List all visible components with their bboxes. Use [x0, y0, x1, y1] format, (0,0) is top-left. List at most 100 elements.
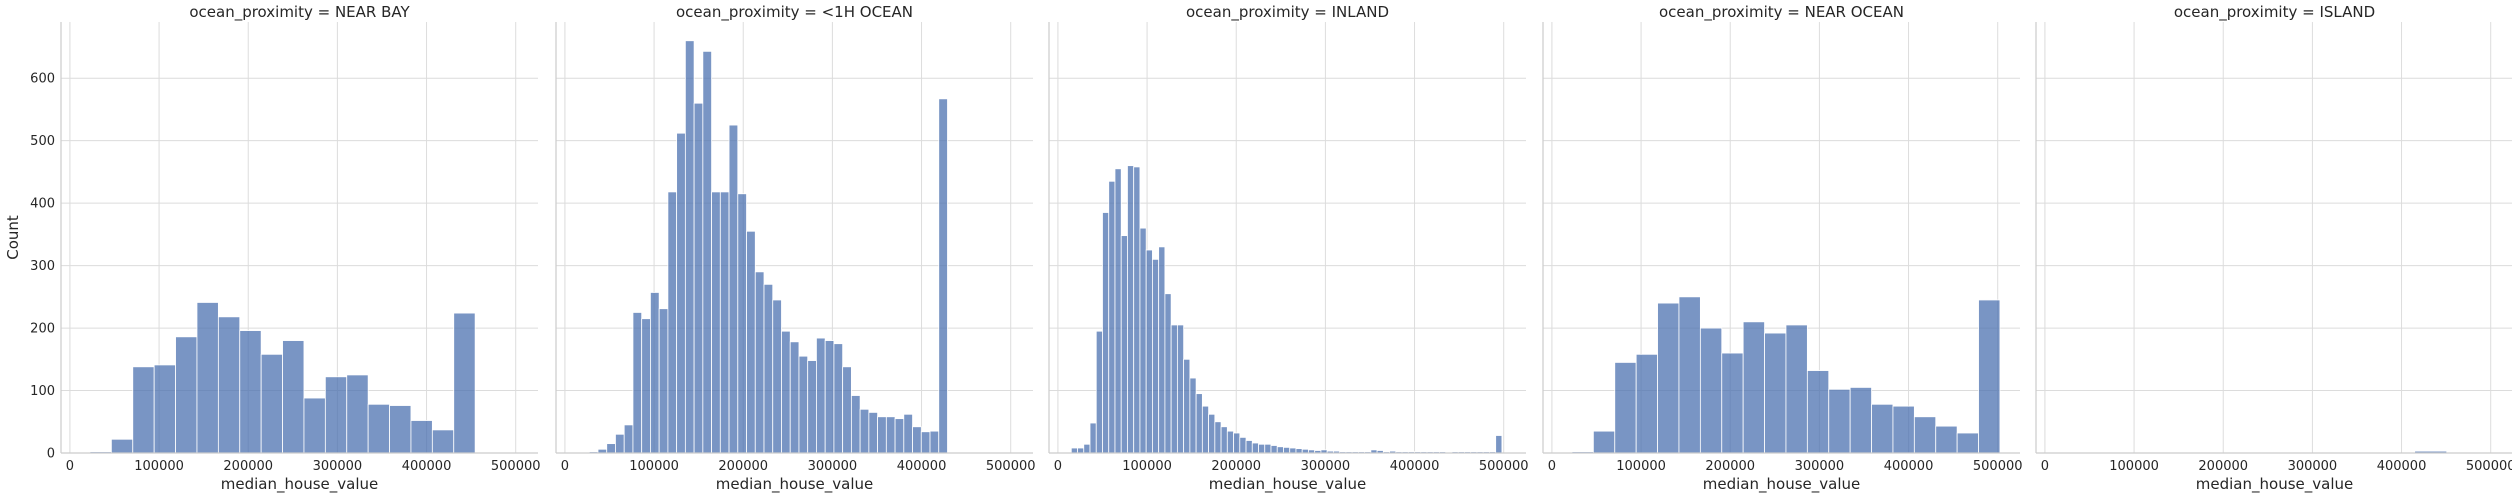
- histogram-bar: [842, 366, 852, 454]
- histogram-bar: [1614, 362, 1637, 454]
- histogram-bar: [728, 124, 739, 454]
- histogram-bar: [1139, 227, 1147, 454]
- histogram-bar: [1871, 403, 1894, 454]
- histogram-bar: [1195, 393, 1203, 454]
- histogram-bar: [754, 271, 765, 454]
- histogram-bar: [1183, 358, 1191, 454]
- x-tick-label: 400000: [897, 459, 947, 474]
- histogram-bar: [367, 403, 390, 454]
- histogram-bar: [1120, 235, 1128, 454]
- histogram-bar: [1699, 327, 1723, 454]
- x-tick-label: 400000: [402, 459, 452, 474]
- y-tick-label: 600: [30, 72, 55, 87]
- x-tick-label: 100000: [1616, 459, 1666, 474]
- histogram-bar: [1083, 443, 1091, 454]
- x-axis-label: median_house_value: [221, 475, 378, 494]
- x-tick-label: 300000: [2288, 459, 2338, 474]
- histogram-bar: [389, 405, 412, 454]
- histogram-bar: [1239, 436, 1247, 454]
- histogram-bar: [798, 355, 809, 454]
- histogram-bar: [1678, 296, 1701, 454]
- histogram-bar: [615, 433, 625, 454]
- histogram-bar: [1095, 330, 1103, 454]
- histogram-bar: [833, 343, 844, 454]
- histogram-bar: [1220, 426, 1228, 454]
- histogram-bar: [1145, 249, 1153, 454]
- histogram-bar: [1742, 321, 1765, 454]
- histogram-bar: [1592, 430, 1616, 454]
- histogram-bar: [746, 230, 756, 454]
- histogram-bar: [431, 429, 455, 454]
- histogram-bar: [132, 366, 155, 454]
- histogram-bar: [912, 426, 922, 454]
- histogram-bar: [239, 330, 262, 454]
- histogram-bar: [816, 337, 826, 454]
- x-axis-label: median_house_value: [1209, 475, 1366, 494]
- histogram-bar: [1245, 440, 1253, 454]
- histogram-bar: [1892, 405, 1915, 454]
- histogram-bar: [641, 318, 651, 454]
- histogram-bar: [1070, 447, 1078, 454]
- histogram-bar: [1114, 168, 1122, 454]
- histogram-bar: [1214, 421, 1222, 454]
- x-tick-label: 0: [1054, 459, 1062, 474]
- histogram-bar: [650, 292, 660, 454]
- x-tick-label: 0: [1548, 459, 1556, 474]
- x-tick-label: 300000: [1301, 459, 1351, 474]
- histogram-bar: [1956, 432, 1979, 454]
- histogram-bar: [453, 312, 476, 454]
- x-tick-label: 500000: [2466, 459, 2512, 474]
- histogram-bar: [175, 336, 198, 454]
- histogram-bar: [1102, 212, 1110, 454]
- histogram-bar: [684, 40, 695, 454]
- panel-title: ocean_proximity = NEAR BAY: [189, 3, 410, 22]
- histogram-bar: [110, 438, 134, 454]
- x-axis-label: median_house_value: [716, 475, 873, 494]
- histogram-bar: [929, 430, 940, 454]
- histogram-bar: [859, 408, 870, 454]
- histogram-bar: [737, 193, 747, 454]
- facet-panel-3: ocean_proximity = INLAND 0 100000 200000 300…: [1048, 3, 1529, 494]
- histogram-bar: [1978, 299, 2001, 454]
- histogram-bar: [606, 443, 616, 454]
- histogram-bar: [789, 341, 800, 454]
- histogram-bar: [667, 191, 678, 454]
- histogram-bar: [920, 431, 931, 454]
- x-tick-label: 400000: [1390, 459, 1440, 474]
- x-tick-label: 100000: [1122, 459, 1172, 474]
- x-tick-label: 200000: [2198, 459, 2248, 474]
- y-tick-label: 400: [30, 197, 55, 212]
- histogram-bar: [658, 308, 669, 454]
- histogram-bar: [632, 312, 643, 454]
- facet-panel-1: ocean_proximity = NEAR BAY 0 100000 200000 3…: [4, 3, 541, 494]
- histogram-bar: [938, 98, 948, 454]
- histogram-bar: [282, 340, 305, 454]
- histogram-bar: [1189, 377, 1197, 454]
- histogram-bar: [623, 424, 634, 454]
- histogram-bar: [324, 376, 348, 454]
- histogram-bar: [1077, 447, 1085, 454]
- x-tick-label: 500000: [986, 459, 1036, 474]
- x-tick-label: 200000: [223, 459, 273, 474]
- histogram-bar: [410, 420, 433, 454]
- histogram-bar: [1152, 258, 1160, 454]
- x-axis-label: median_house_value: [2196, 475, 2353, 494]
- y-tick-label: 200: [30, 322, 55, 337]
- histogram-bar: [1764, 332, 1787, 454]
- histogram-bar: [1935, 425, 1958, 454]
- histogram-bar: [1828, 388, 1851, 454]
- x-tick-label: 300000: [808, 459, 858, 474]
- histogram-bar: [1495, 435, 1503, 454]
- histogram-bar: [877, 416, 887, 454]
- histogram-bar: [1276, 446, 1284, 454]
- histogram-bar: [781, 330, 791, 454]
- histogram-bar: [711, 191, 721, 454]
- histogram-bar: [1289, 447, 1297, 454]
- x-tick-label: 0: [66, 459, 74, 474]
- histogram-bar: [1657, 302, 1680, 454]
- x-tick-label: 300000: [1795, 459, 1845, 474]
- histogram-bar: [1170, 324, 1178, 454]
- histogram-bar: [1785, 324, 1808, 454]
- histogram-bar: [260, 353, 283, 454]
